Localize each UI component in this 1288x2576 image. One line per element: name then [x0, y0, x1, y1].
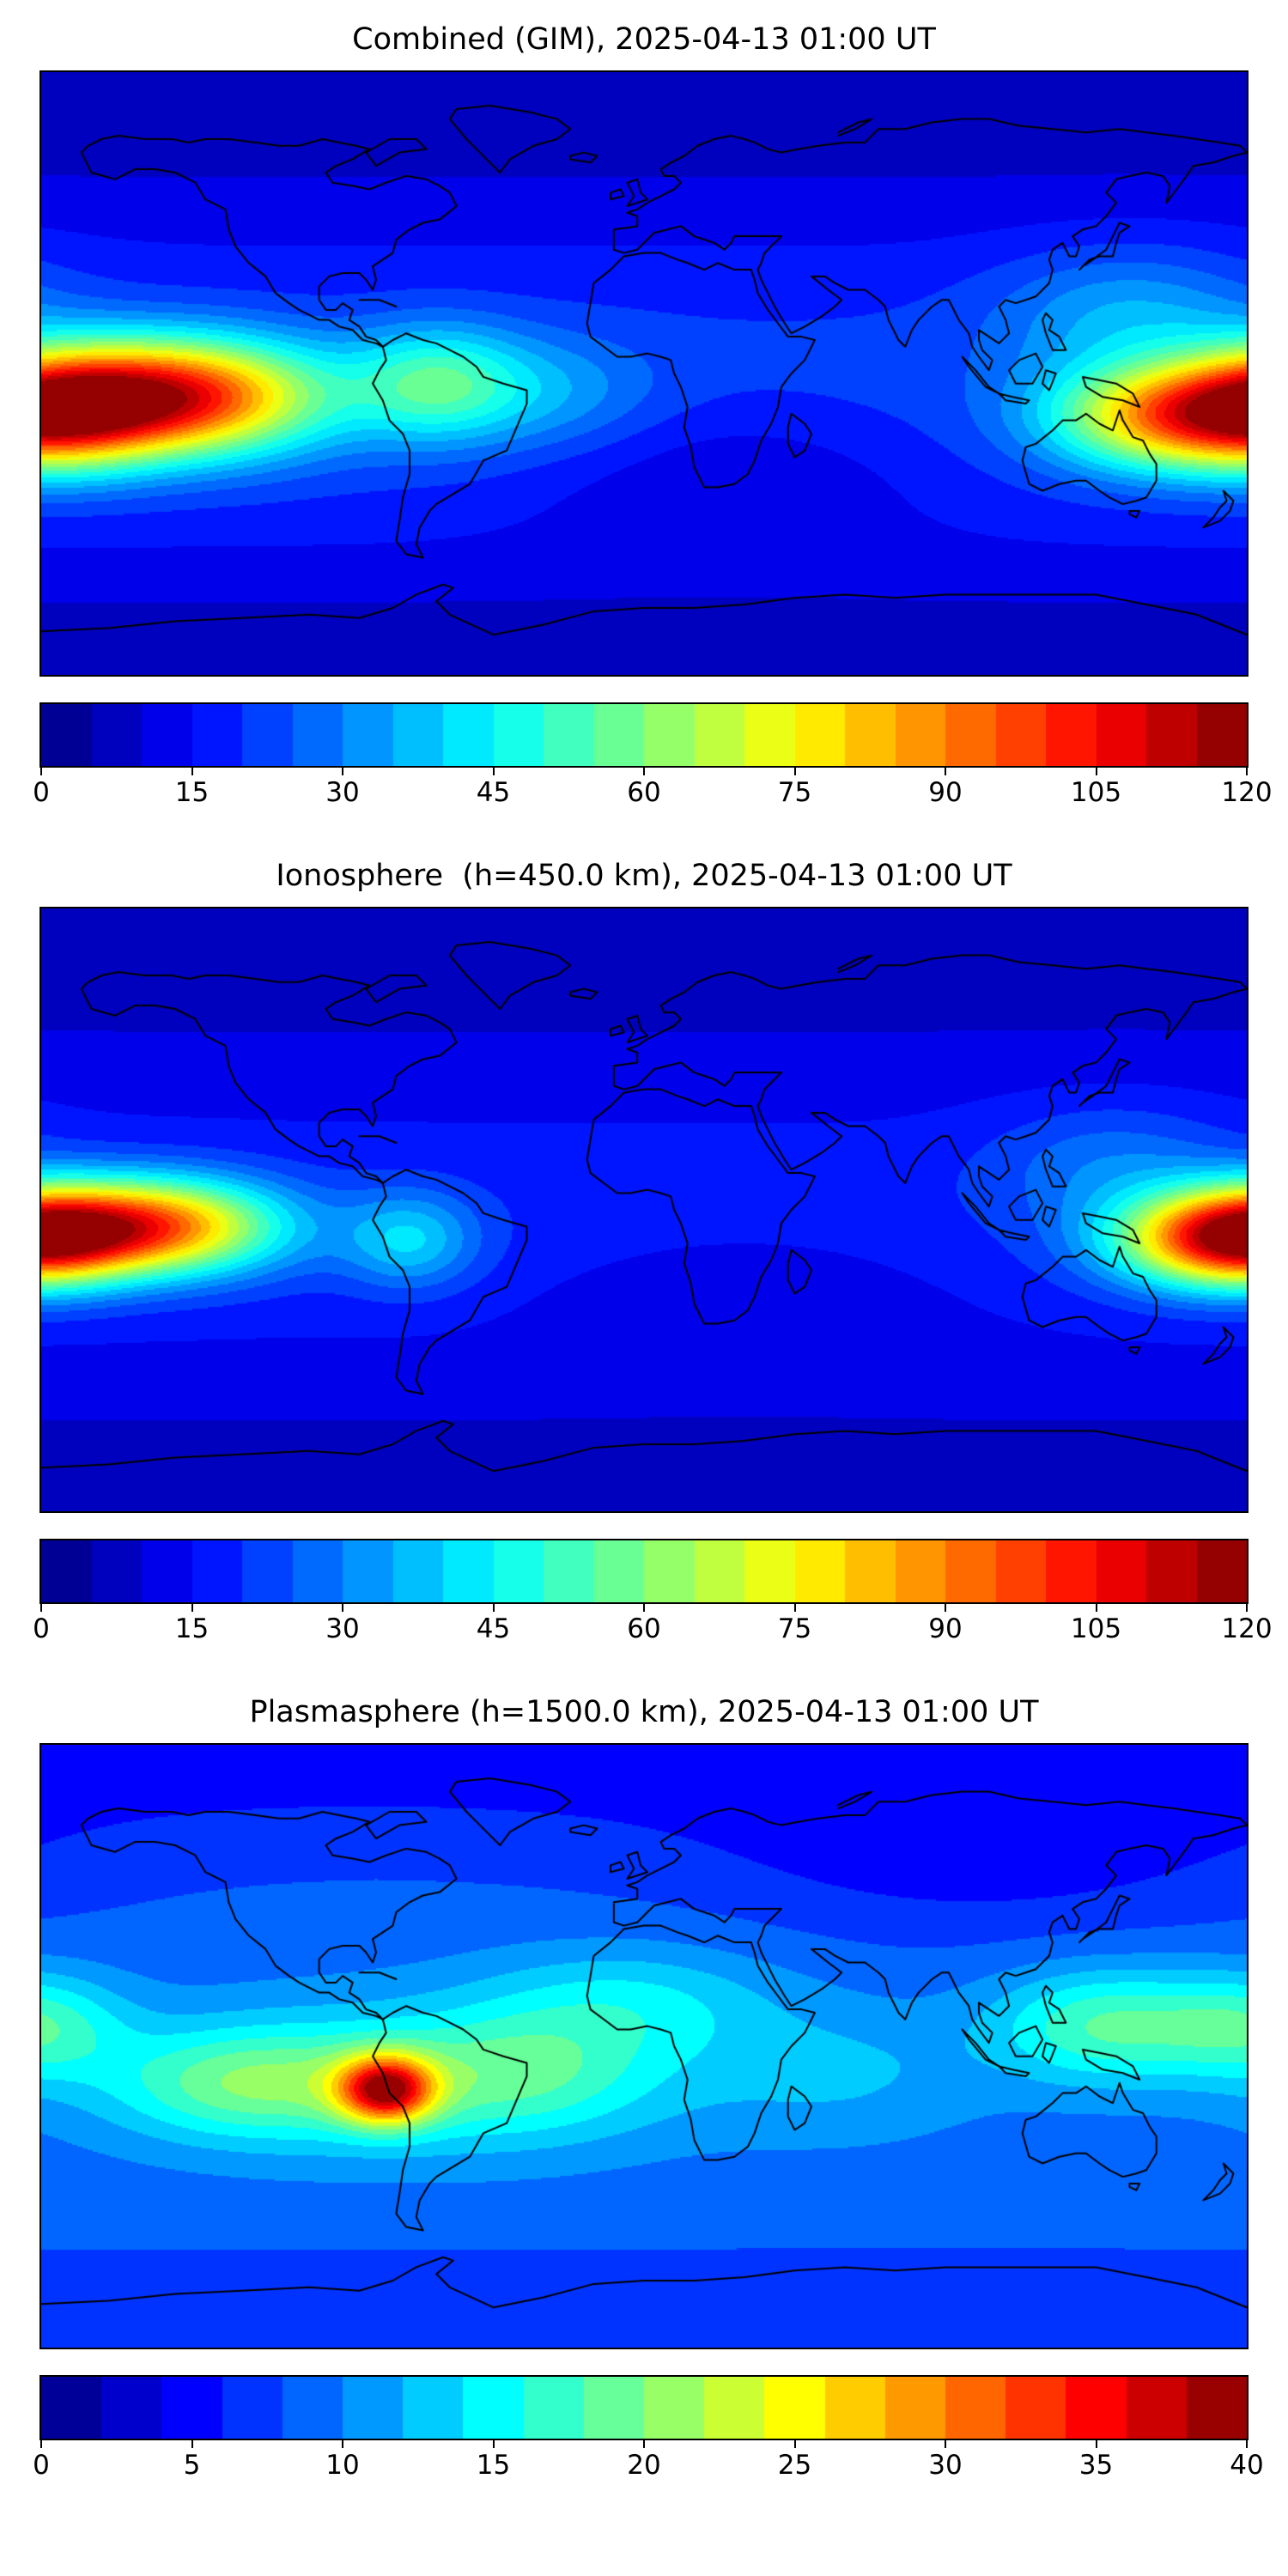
colorbar-tick — [945, 768, 946, 775]
colorbar-tick-label: 20 — [627, 2450, 661, 2481]
map-panel-combined: Combined (GIM), 2025-04-13 01:00 UT 0 15 3… — [0, 22, 1288, 812]
colorbar-tick — [191, 768, 193, 775]
colorbar-tick-label: 60 — [627, 1613, 661, 1644]
colorbar-block-combined: 0 15 30 45 60 75 90 105 120 — [0, 702, 1288, 812]
colorbar-tick-label: 45 — [476, 1613, 511, 1644]
colorbar-tick — [342, 1604, 343, 1612]
colorbar-tick-label: 25 — [777, 2450, 812, 2481]
colorbar-tick — [793, 1604, 796, 1612]
colorbar-tick — [492, 768, 495, 775]
colorbar-tick-label: 75 — [777, 1613, 812, 1644]
colorbar-block-plasmasphere: 0 5 10 15 20 25 30 35 40 — [0, 2375, 1288, 2485]
colorbar-tick — [1095, 1604, 1097, 1612]
colorbar-tick — [1246, 768, 1248, 775]
colorbar-frame-combined — [39, 702, 1249, 775]
colorbar-tick-label: 60 — [627, 777, 661, 808]
colorbar-tick — [191, 1604, 193, 1612]
panel-title-ionosphere: Ionosphere (h=450.0 km), 2025-04-13 01:0… — [276, 859, 1012, 893]
colorbar-tick — [492, 1604, 495, 1612]
colorbar-tick-label: 30 — [325, 777, 360, 808]
colorbar-tick-label: 45 — [476, 777, 511, 808]
colorbar-tick-label: 120 — [1221, 777, 1273, 808]
colorbar-tick — [643, 1604, 645, 1612]
colorbar-tick-label: 0 — [33, 777, 50, 808]
map-frame-plasmasphere — [39, 1743, 1249, 2349]
colorbar-tick-label: 15 — [174, 1613, 210, 1644]
colorbar-tick — [945, 2440, 946, 2448]
map-frame-combined — [39, 70, 1249, 677]
colorbar-tick-label: 120 — [1221, 1613, 1273, 1644]
colorbar-tick-label: 30 — [928, 2450, 963, 2481]
colorbar-frame-ionosphere — [39, 1539, 1249, 1612]
colorbar-frame-plasmasphere — [39, 2375, 1249, 2448]
map-panel-plasmasphere: Plasmasphere (h=1500.0 km), 2025-04-13 0… — [0, 1695, 1288, 2485]
colorbar-tick — [643, 2440, 645, 2448]
colorbar-tick — [793, 2440, 796, 2448]
colorbar-tick — [945, 1604, 946, 1612]
colorbar-tick-label: 75 — [777, 777, 812, 808]
colorbar-tick-label: 90 — [928, 777, 963, 808]
colorbar-tick — [492, 2440, 495, 2448]
tec-map-canvas-ionosphere — [41, 908, 1247, 1511]
colorbar-tick-label: 15 — [174, 777, 210, 808]
colorbar-tick-label: 35 — [1078, 2450, 1114, 2481]
colorbar-tick-label: 105 — [1070, 777, 1122, 808]
colorbar-tick — [40, 1604, 42, 1612]
colorbar-block-ionosphere: 0 15 30 45 60 75 90 105 120 — [0, 1539, 1288, 1649]
colorbar-tick — [793, 768, 796, 775]
colorbar-tick-labels-plasmasphere: 0 5 10 15 20 25 30 35 40 — [33, 2445, 1264, 2485]
colorbar-tick — [1246, 2440, 1248, 2448]
colorbar-tick-label: 0 — [33, 2450, 50, 2481]
colorbar-tick-label: 10 — [325, 2450, 360, 2481]
colorbar-tick-label: 5 — [183, 2450, 201, 2481]
colorbar-tick — [40, 768, 42, 775]
colorbar-tick-label: 90 — [928, 1613, 963, 1644]
colorbar-tick — [342, 2440, 343, 2448]
colorbar-tick — [1095, 2440, 1097, 2448]
colorbar-tick-label: 40 — [1230, 2450, 1264, 2481]
colorbar-tick — [40, 2440, 42, 2448]
colorbar-tick-labels-combined: 0 15 30 45 60 75 90 105 120 — [33, 773, 1272, 812]
colorbar-tick — [1246, 1604, 1248, 1612]
colorbar-canvas-combined — [41, 704, 1247, 766]
colorbar-tick-label: 30 — [325, 1613, 360, 1644]
colorbar-tick — [643, 768, 645, 775]
colorbar-tick-label: 105 — [1070, 1613, 1122, 1644]
colorbar-tick-label: 0 — [33, 1613, 50, 1644]
colorbar-tick — [191, 2440, 193, 2448]
tec-map-canvas-plasmasphere — [41, 1745, 1247, 2348]
panel-title-combined: Combined (GIM), 2025-04-13 01:00 UT — [352, 22, 936, 57]
colorbar-canvas-plasmasphere — [41, 2377, 1247, 2439]
map-panel-ionosphere: Ionosphere (h=450.0 km), 2025-04-13 01:0… — [0, 859, 1288, 1649]
colorbar-tick-label: 15 — [476, 2450, 511, 2481]
map-frame-ionosphere — [39, 907, 1249, 1513]
colorbar-tick-labels-ionosphere: 0 15 30 45 60 75 90 105 120 — [33, 1609, 1272, 1649]
colorbar-canvas-ionosphere — [41, 1540, 1247, 1602]
colorbar-tick — [1095, 768, 1097, 775]
tec-map-canvas-combined — [41, 72, 1247, 675]
panel-title-plasmasphere: Plasmasphere (h=1500.0 km), 2025-04-13 0… — [249, 1695, 1039, 1729]
colorbar-tick — [342, 768, 343, 775]
